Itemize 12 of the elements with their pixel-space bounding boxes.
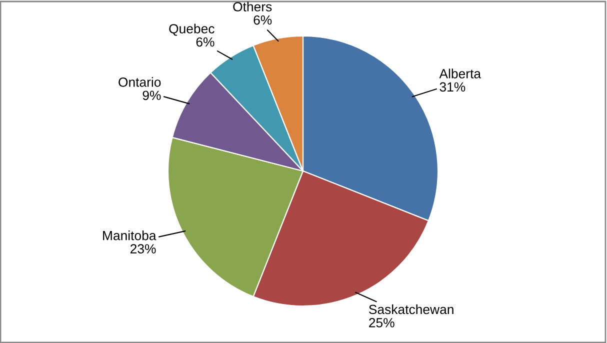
data-label: 6% bbox=[254, 15, 272, 25]
slice-label: Manitoba bbox=[103, 230, 156, 240]
slice-label: Ontario bbox=[118, 77, 161, 87]
data-label: 31% bbox=[440, 82, 466, 92]
data-label: 6% bbox=[196, 37, 214, 47]
slice-label: Alberta bbox=[439, 68, 482, 78]
data-label: 23% bbox=[130, 244, 156, 254]
slice-label: Saskatchewan bbox=[369, 304, 454, 314]
slice-label: Others bbox=[233, 2, 272, 12]
data-label: 25% bbox=[369, 318, 394, 328]
slice-label: Quebec bbox=[169, 24, 214, 36]
data-label: 9% bbox=[142, 90, 161, 100]
